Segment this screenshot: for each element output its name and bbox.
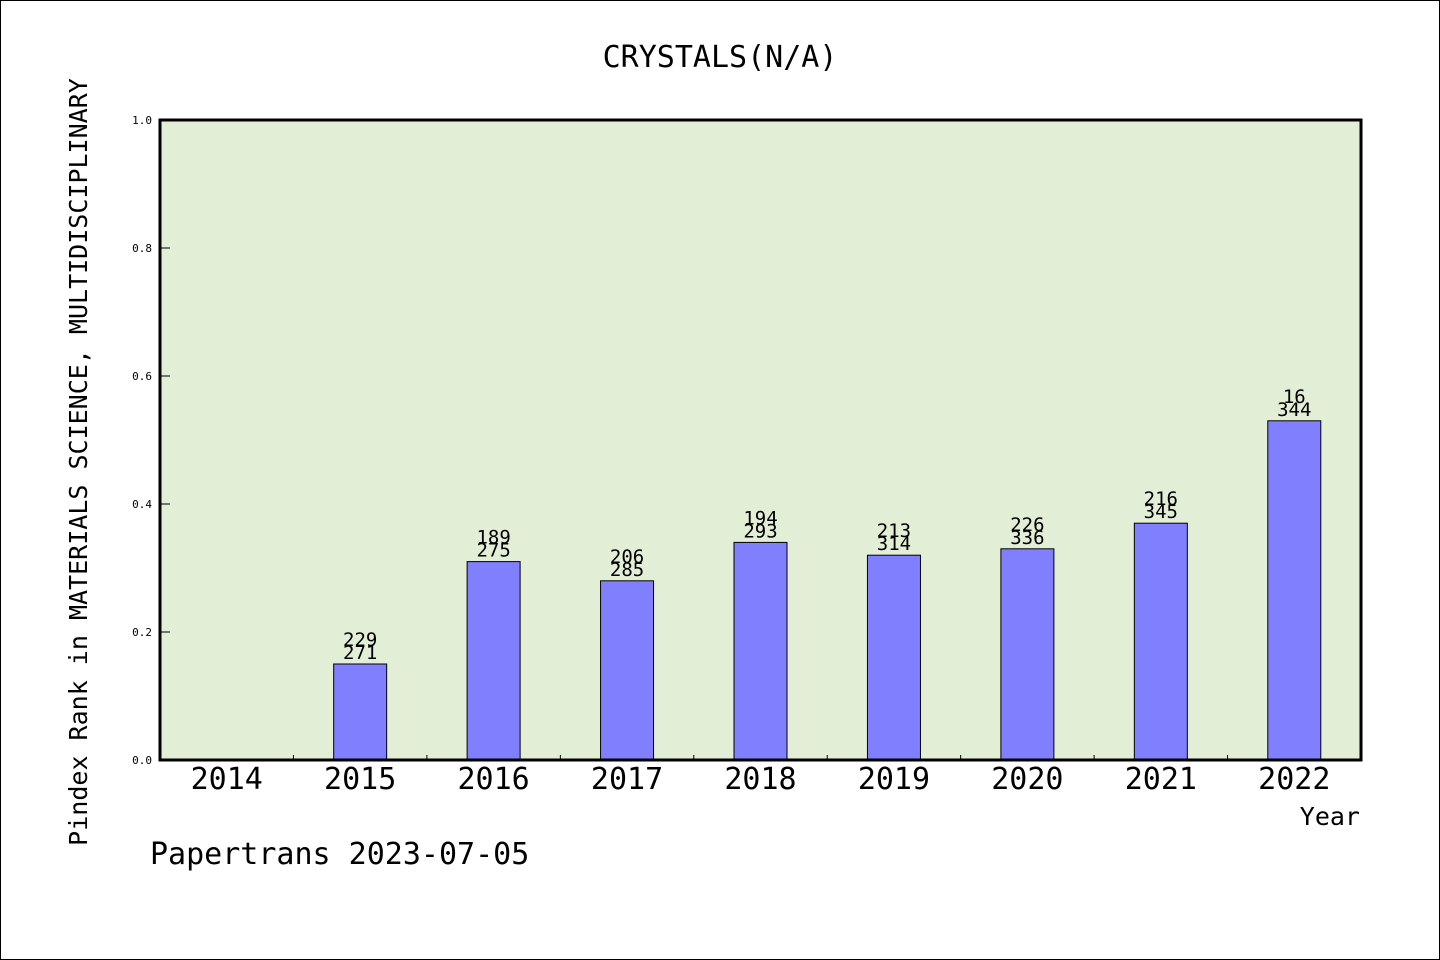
bar-2022: [1267, 420, 1322, 761]
x-tick-label-2019: 2019: [858, 762, 930, 797]
bar-2021: [1133, 522, 1188, 761]
bar-rank-label-2017: 206: [610, 546, 644, 568]
bar-total-label-2016: 275: [476, 540, 510, 562]
x-tick-label-2017: 2017: [591, 762, 663, 797]
y-tick-label-0.4: 0.4: [132, 498, 152, 511]
y-axis-label: Pindex Rank in MATERIALS SCIENCE, MULTID…: [64, 78, 93, 846]
y-tick-label-0.6: 0.6: [132, 370, 152, 383]
bar-total-label-2022: 344: [1277, 399, 1311, 421]
bar-rank-label-2019: 213: [877, 520, 911, 542]
plot-border: [158, 118, 1363, 762]
y-tick-label-1.0: 1.0: [132, 114, 152, 127]
x-tick-label-2022: 2022: [1258, 762, 1330, 797]
x-axis-label: Year: [1300, 802, 1360, 831]
x-tick-label-2015: 2015: [324, 762, 396, 797]
x-tick-label-2020: 2020: [991, 762, 1063, 797]
bar-rank-label-2015: 229: [343, 629, 377, 651]
bar-rank-label-2020: 226: [1010, 514, 1044, 536]
x-tick-label-2018: 2018: [724, 762, 796, 797]
bar-total-label-2019: 314: [877, 533, 911, 555]
footer-watermark-text: Papertrans 2023-07-05: [150, 837, 529, 872]
bar-total-label-2021: 345: [1144, 501, 1178, 523]
bar-rank-label-2022: 16: [1283, 386, 1306, 408]
x-tick-label-2014: 2014: [191, 762, 263, 797]
bar-2020: [1000, 548, 1055, 761]
bar-total-label-2017: 285: [610, 559, 644, 581]
bar-rank-label-2018: 194: [743, 507, 777, 529]
x-tick-label-2021: 2021: [1125, 762, 1197, 797]
y-tick-label-0.8: 0.8: [132, 242, 152, 255]
y-tick-label-0.2: 0.2: [132, 626, 152, 639]
x-tick-label-2016: 2016: [457, 762, 529, 797]
bar-total-label-2020: 336: [1010, 527, 1044, 549]
bar-rank-label-2016: 189: [476, 527, 510, 549]
bar-rank-label-2021: 216: [1144, 488, 1178, 510]
y-tick-label-0.0: 0.0: [132, 754, 152, 767]
bar-2015: [333, 663, 388, 761]
bar-2016: [466, 561, 521, 761]
bar-2018: [733, 541, 788, 761]
bar-2017: [600, 580, 655, 761]
bar-2019: [866, 554, 921, 761]
bar-total-label-2015: 271: [343, 642, 377, 664]
chart-title: CRYSTALS(N/A): [603, 40, 838, 75]
bar-total-label-2018: 293: [743, 520, 777, 542]
